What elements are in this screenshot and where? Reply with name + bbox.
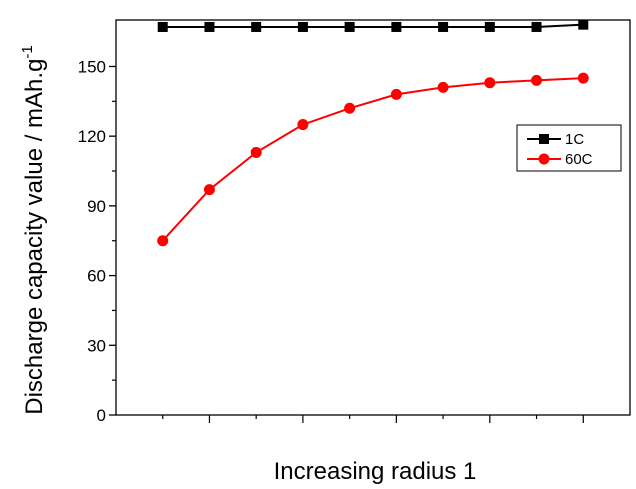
data-point [578,19,589,30]
x-axis-title: Increasing radius 1 [274,458,477,485]
data-point [297,119,309,131]
legend-marker [538,153,550,165]
data-point [203,184,215,196]
data-point [251,21,262,32]
legend-marker [539,134,549,144]
y-axis-title-superscript: -1 [19,45,36,58]
data-point [204,21,215,32]
y-axis-ticks: 0 30 60 90 120 150 [78,57,116,425]
y-tick-label: 60 [87,267,106,286]
y-axis-title-main: Discharge capacity value / mAh.g [21,59,48,415]
legend-entry-60C: 60C [527,151,593,168]
data-point [438,21,449,32]
series-60C [157,72,589,247]
x-axis-ticks [162,415,584,423]
data-point [531,74,543,86]
data-point [484,21,495,32]
data-point [297,21,308,32]
data-point [344,21,355,32]
data-point [484,77,496,89]
data-point [157,21,168,32]
axes [115,19,631,416]
data-point [391,21,402,32]
data-point [250,146,262,158]
legend-label: 1C [565,131,584,148]
plot-frame [115,19,631,416]
data-point [344,102,356,114]
y-axis-title-group: Discharge capacity value / mAh.g-1 [19,45,48,415]
series-1C [157,19,589,32]
series-line [161,77,584,242]
legend-entry-1C: 1C [527,131,584,148]
legend-label: 60C [565,151,593,168]
data-point [390,88,402,100]
y-tick-label: 0 [97,406,106,425]
y-tick-label: 30 [87,336,106,355]
legend-box [516,124,622,172]
series-layer [157,19,589,247]
data-point [577,72,589,84]
data-point [157,235,169,247]
y-tick-label: 90 [87,197,106,216]
y-tick-label: 120 [78,127,106,146]
y-tick-label: 150 [78,57,106,76]
series-line [162,23,584,28]
data-point [531,21,542,32]
y-axis-title: Discharge capacity value / mAh.g-1 [19,45,48,415]
data-point [437,81,449,93]
